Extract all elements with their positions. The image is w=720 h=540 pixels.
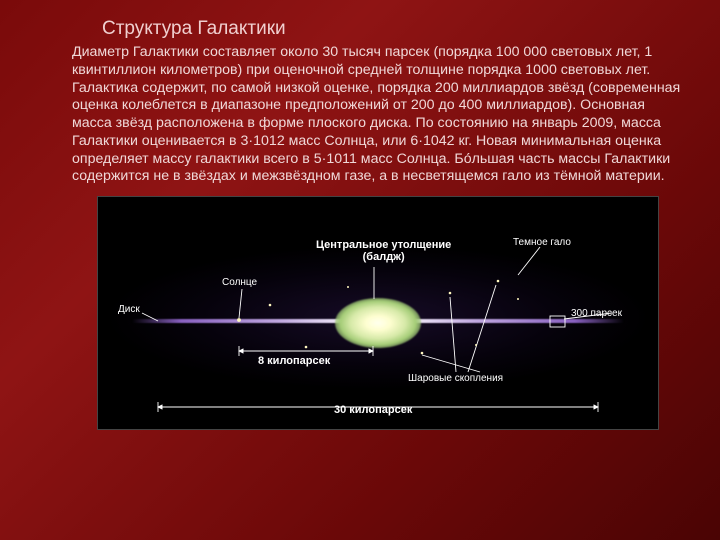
- slide: Структура Галактики Диаметр Галактики со…: [0, 0, 720, 540]
- dimension-arrows: [158, 346, 598, 412]
- dots: [237, 280, 519, 355]
- label-bulge: Центральное утолщение (балдж): [316, 239, 451, 263]
- label-8kpc: 8 килопарсек: [258, 355, 330, 367]
- pointer-lines: [142, 247, 612, 372]
- slide-title: Структура Галактики: [72, 18, 684, 40]
- label-300pc: 300 парсек: [571, 308, 622, 319]
- slide-body: Диаметр Галактики составляет около 30 ты…: [72, 44, 684, 186]
- label-sun: Солнце: [222, 277, 257, 288]
- label-disk: Диск: [118, 304, 140, 315]
- label-globular: Шаровые скопления: [408, 373, 503, 384]
- label-dark_halo: Темное гало: [513, 237, 571, 248]
- box-300pc: [550, 316, 565, 327]
- label-30kpc: 30 килопарсек: [334, 404, 412, 416]
- galaxy-diagram: Диск Солнце Центральное утолщение (балдж) Т…: [97, 196, 659, 430]
